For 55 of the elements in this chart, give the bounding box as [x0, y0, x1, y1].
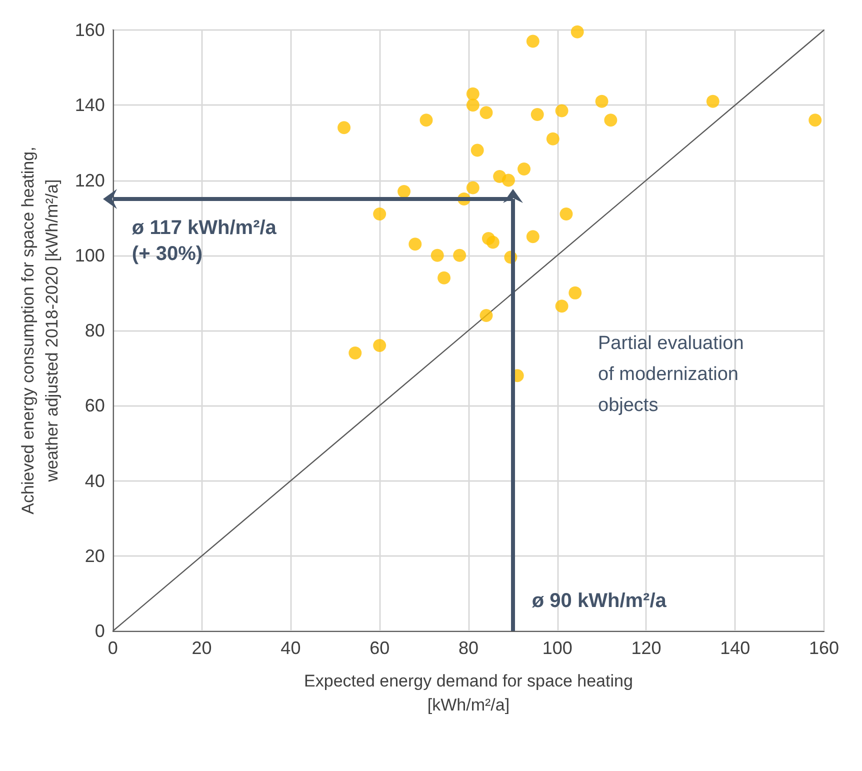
ref-line-label: ø 90 kWh/m²/a: [532, 590, 668, 612]
point: [555, 104, 568, 118]
annotation: Partial evaluation of modernization objects: [598, 333, 744, 416]
point: [480, 106, 493, 120]
x-tick-label: 80: [458, 638, 478, 658]
x-axis-title: Expected energy demand for space heating [kWh/m²/a]: [304, 672, 633, 714]
point: [438, 271, 451, 284]
x-tick-label: 100: [542, 638, 572, 658]
point: [518, 162, 531, 176]
point: [530, 108, 544, 122]
x-tick-label: 40: [280, 638, 301, 658]
y-tick-label: 120: [74, 170, 105, 190]
x-tick-label: 140: [720, 638, 750, 658]
point: [706, 94, 720, 108]
x-tick-label: 160: [808, 638, 840, 658]
y-tick-label: 60: [84, 396, 105, 416]
point: [568, 286, 582, 300]
y-tick-label: 100: [74, 245, 105, 266]
x-tick-label: 120: [631, 638, 662, 658]
point: [466, 98, 480, 112]
point: [595, 94, 608, 108]
point: [486, 236, 500, 249]
x-tick-label: 60: [370, 638, 390, 658]
ref-line-label: ø 117 kWh/m²/a (+ 30%): [132, 217, 278, 266]
point: [570, 25, 584, 38]
point: [502, 174, 515, 187]
x-tick-label: 0: [108, 638, 118, 658]
point: [430, 248, 444, 262]
point: [398, 185, 411, 198]
point: [348, 346, 362, 360]
point: [466, 181, 480, 194]
y-tick-label: 0: [94, 621, 105, 641]
y-tick-label: 160: [74, 20, 105, 40]
point: [604, 114, 618, 127]
point: [373, 339, 386, 352]
point: [560, 208, 573, 221]
point: [408, 238, 422, 251]
point: [546, 132, 560, 146]
y-tick-label: 20: [84, 546, 105, 566]
point: [338, 121, 351, 134]
x-tick-label: 20: [192, 638, 212, 658]
point: [373, 208, 386, 221]
y-tick-label: 40: [84, 470, 105, 491]
point: [420, 114, 433, 127]
point: [555, 300, 568, 313]
point: [526, 34, 540, 48]
point: [526, 230, 540, 244]
y-tick-label: 80: [84, 320, 105, 340]
point: [808, 114, 822, 127]
point: [466, 87, 480, 100]
point: [480, 308, 493, 322]
y-tick-label: 140: [74, 95, 105, 116]
point: [453, 248, 466, 262]
y-axis-title: Achieved energy consumption for space heating, weather adjusted 2018-2020 [kWh/m²/a]: [18, 146, 62, 514]
point: [470, 144, 484, 157]
